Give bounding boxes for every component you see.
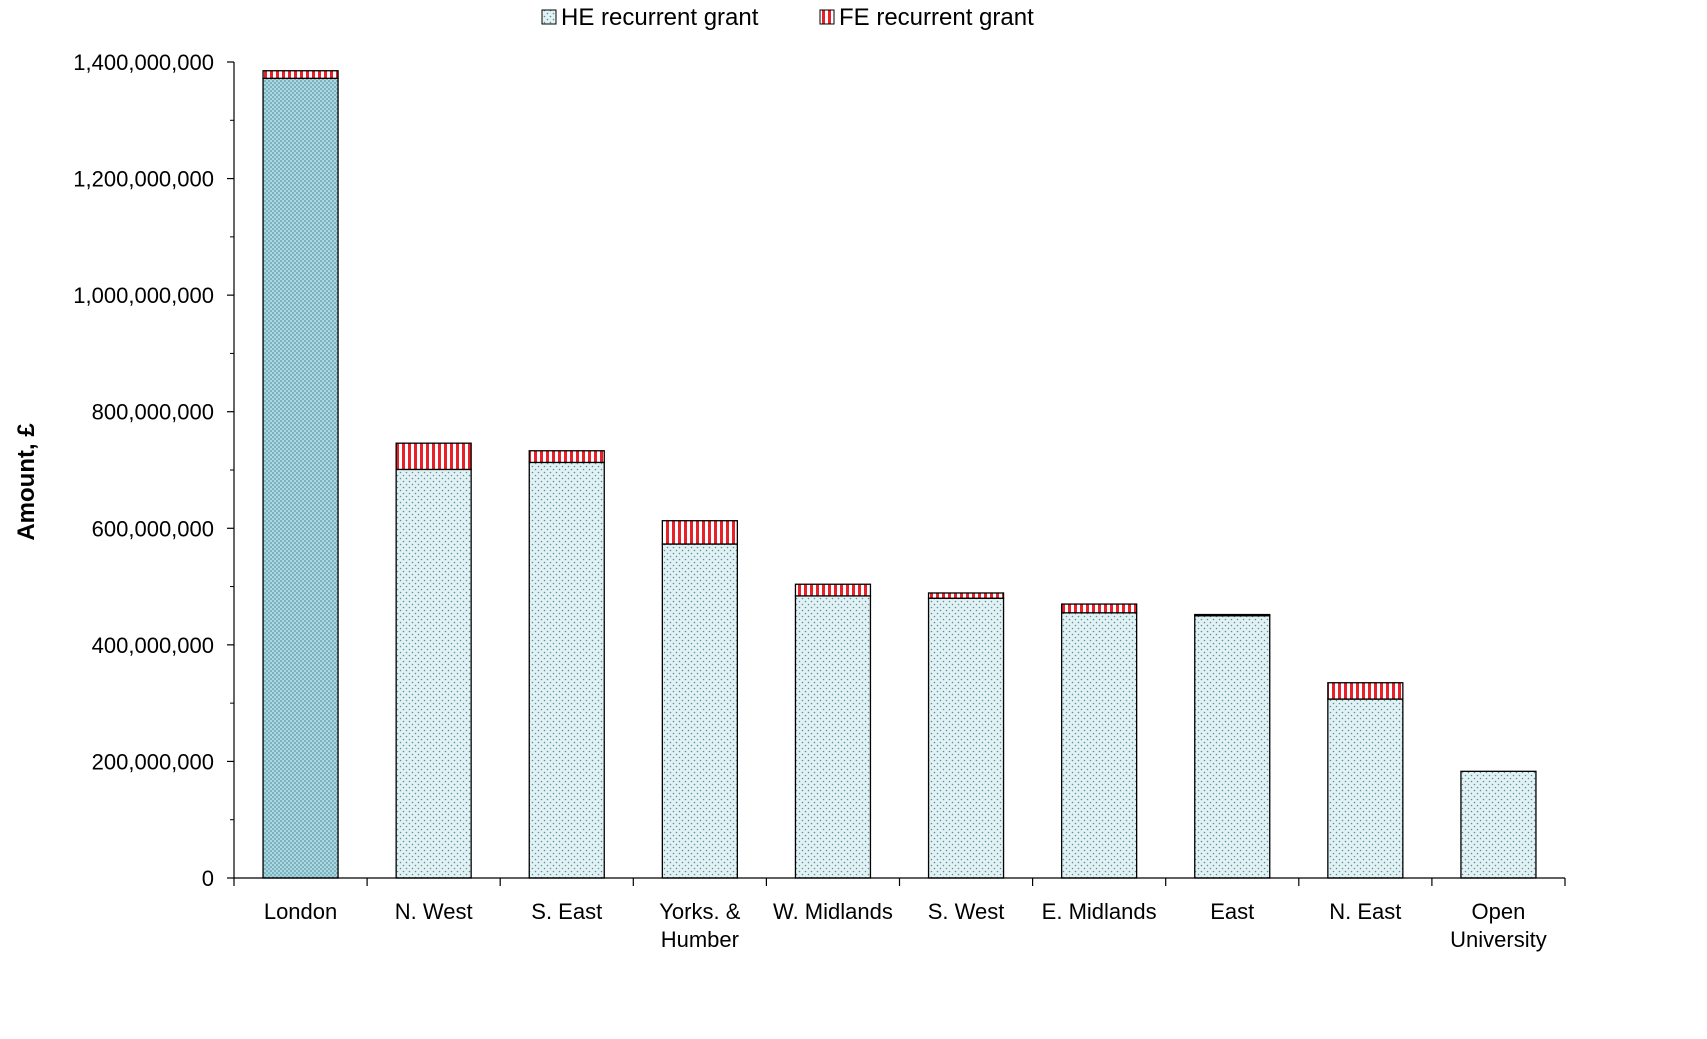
x-category-label: Open University (1450, 899, 1547, 952)
bar-segment-fe-6 (1061, 603, 1138, 614)
x-category-label-line: East (1210, 899, 1254, 924)
bar-segment-he-2 (528, 461, 605, 879)
bar-segment-he-0 (262, 77, 339, 879)
x-category-label-line: Humber (661, 927, 739, 952)
bar-segment-he-5 (927, 597, 1005, 879)
legend-swatch-he (541, 9, 557, 25)
bar-segment-he-8 (1327, 698, 1404, 879)
y-axis-title-group: Amount, £ (13, 423, 40, 541)
legend-label-fe: FE recurrent grant (839, 4, 1034, 31)
x-category-label-line: S. East (531, 899, 602, 924)
y-tick-label: 600,000,000 (92, 516, 214, 541)
x-category-label-line: Open (1472, 899, 1526, 924)
bar-segment-fe-4 (794, 583, 872, 597)
x-category-label: N. West (395, 899, 473, 924)
bar-segment-fe-3 (661, 520, 738, 545)
x-category-label: S. West (928, 899, 1005, 924)
x-category-label: Yorks. & Humber (659, 899, 740, 952)
x-category-label-line: S. West (928, 899, 1005, 924)
y-tick-label: 1,000,000,000 (73, 283, 214, 308)
x-category-label: East (1210, 899, 1254, 924)
bar-segment-fe-8 (1327, 682, 1404, 700)
y-tick-label: 200,000,000 (92, 749, 214, 774)
x-category-label: E. Midlands (1042, 899, 1157, 924)
x-category-label-line: Yorks. & (659, 899, 740, 924)
x-category-label-line: W. Midlands (773, 899, 893, 924)
bar-segment-fe-7 (1194, 613, 1271, 617)
x-category-label: S. East (531, 899, 602, 924)
y-tick-label: 400,000,000 (92, 633, 214, 658)
x-category-label-line: N. West (395, 899, 473, 924)
bar-segment-he-6 (1061, 612, 1138, 879)
x-category-label: London (264, 899, 337, 924)
y-tick-label: 800,000,000 (92, 400, 214, 425)
legend-swatch-fe (819, 9, 835, 25)
bar-segment-he-1 (395, 468, 472, 879)
legend-label-he: HE recurrent grant (561, 4, 759, 31)
x-axis: London N. West S. East Yorks. & Humber W. Mid… (233, 877, 1566, 952)
x-category-label: N. East (1329, 899, 1401, 924)
x-category-label: W. Midlands (773, 899, 893, 924)
x-category-label-line: E. Midlands (1042, 899, 1157, 924)
bar-segment-he-9 (1460, 770, 1537, 879)
bar-segment-fe-2 (528, 450, 605, 464)
bar-segment-he-4 (794, 595, 872, 879)
y-axis-title: Amount, £ (13, 423, 40, 541)
bar-segment-fe-5 (927, 592, 1005, 599)
bar-segment-fe-1 (395, 442, 472, 471)
x-category-label-line: University (1450, 927, 1547, 952)
y-tick-label: 0 (202, 866, 214, 891)
y-axis: 0 200,000,000 400,000,000 600,000,000 800,00… (73, 50, 235, 891)
legend: HE recurrent grant FE recurrent grant (541, 4, 1034, 31)
y-tick-label: 1,400,000,000 (73, 50, 214, 75)
bar-segment-he-7 (1194, 615, 1271, 879)
x-category-label-line: N. East (1329, 899, 1401, 924)
bar-segment-he-3 (661, 543, 738, 879)
bars (262, 70, 1537, 879)
y-tick-label: 1,200,000,000 (73, 167, 214, 192)
x-category-label-line: London (264, 899, 337, 924)
bar-segment-fe-0 (262, 70, 339, 79)
